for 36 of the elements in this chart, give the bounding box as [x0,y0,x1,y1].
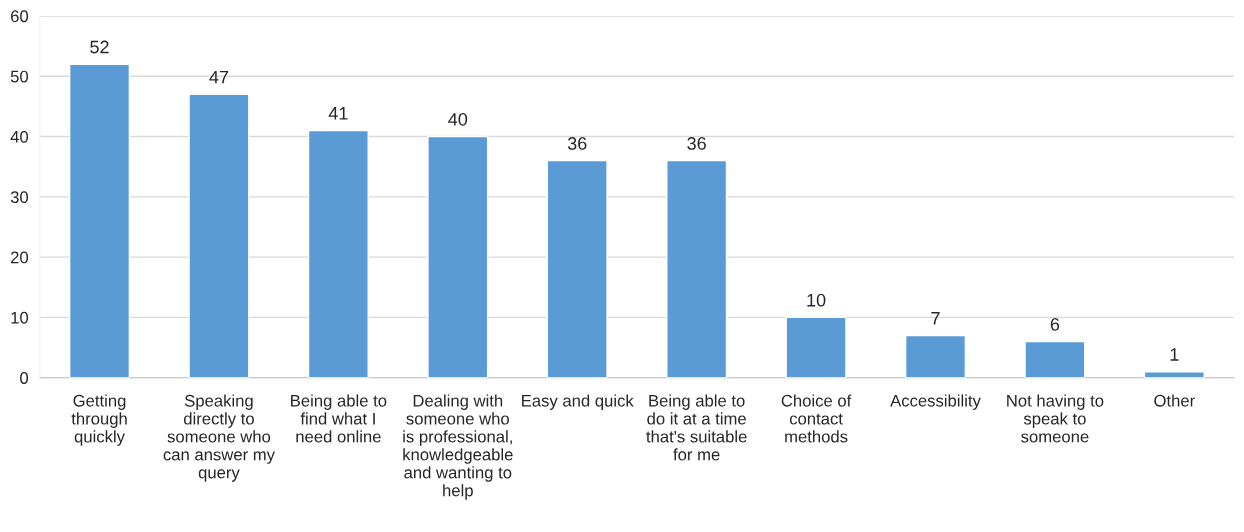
y-tick-label: 30 [10,191,29,204]
y-tick-label: 10 [11,311,29,324]
x-tick-label: Easy and quick [522,394,634,410]
data-label: 36 [567,137,587,150]
x-tick-label: Getting through quickly [71,394,127,446]
y-tick-label: 60 [11,10,29,23]
data-label: 47 [209,70,229,84]
x-tick-label: Dealing with someone who is professional, knowledgeable and wanting to help [403,394,513,500]
data-label: 52 [90,40,109,54]
x-tick-label: Choice of contact methods [781,394,852,443]
data-label: 40 [448,112,468,126]
x-tick-label: Speaking directly to someone who can answer my query [163,394,275,482]
y-tick-label: 40 [10,130,29,143]
data-label: 10 [807,293,826,307]
y-tick-label: 20 [11,251,29,264]
bar [307,129,369,378]
bar [666,159,728,378]
y-tick-label: 0 [20,372,29,384]
data-label: 6 [1050,317,1060,331]
bar [68,63,131,378]
x-tick-label: Being able to do it at a time that's suitable for me [646,394,747,461]
bar [546,159,608,378]
data-label: 36 [687,137,706,150]
bar [1024,340,1086,378]
bar [904,334,967,378]
x-tick-label: Other [1154,394,1195,407]
data-label: 1 [1170,348,1179,361]
bar [785,316,847,378]
bar [188,93,250,378]
bar [427,135,489,378]
x-tick-label: Accessibility [890,394,981,410]
y-tick-label: 50 [10,70,29,83]
data-label: 7 [931,312,940,325]
x-tick-label: Being able to find what I need online [291,394,387,443]
x-tick-label: Not having to speak to someone [1007,394,1104,443]
data-label: 41 [328,107,348,120]
